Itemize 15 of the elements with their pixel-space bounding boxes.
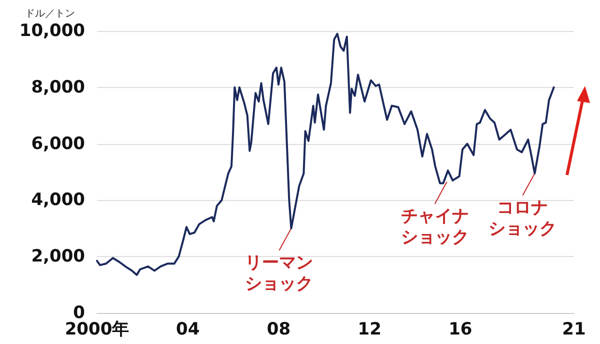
line-series	[96, 32, 555, 276]
y-tick-label: 6,000	[31, 134, 86, 154]
y-tick-label: 8,000	[31, 77, 86, 98]
x-tick-label: 08	[266, 320, 291, 340]
y-tick-label: 4,000	[31, 190, 86, 210]
y-tick-label: 10,000	[19, 21, 86, 41]
annotation: チャイナショック	[400, 206, 469, 248]
y-axis-title: ドル／トン	[25, 8, 75, 20]
x-tick-label: 12	[358, 320, 382, 340]
x-tick-label: 21	[562, 320, 586, 340]
x-tick-label: 16	[448, 320, 472, 340]
y-tick-label: 2,000	[31, 246, 86, 267]
x-tick-label: 04	[176, 320, 200, 340]
annotation: コロナショック	[488, 198, 557, 239]
annotation: リーマンショック	[245, 252, 314, 294]
